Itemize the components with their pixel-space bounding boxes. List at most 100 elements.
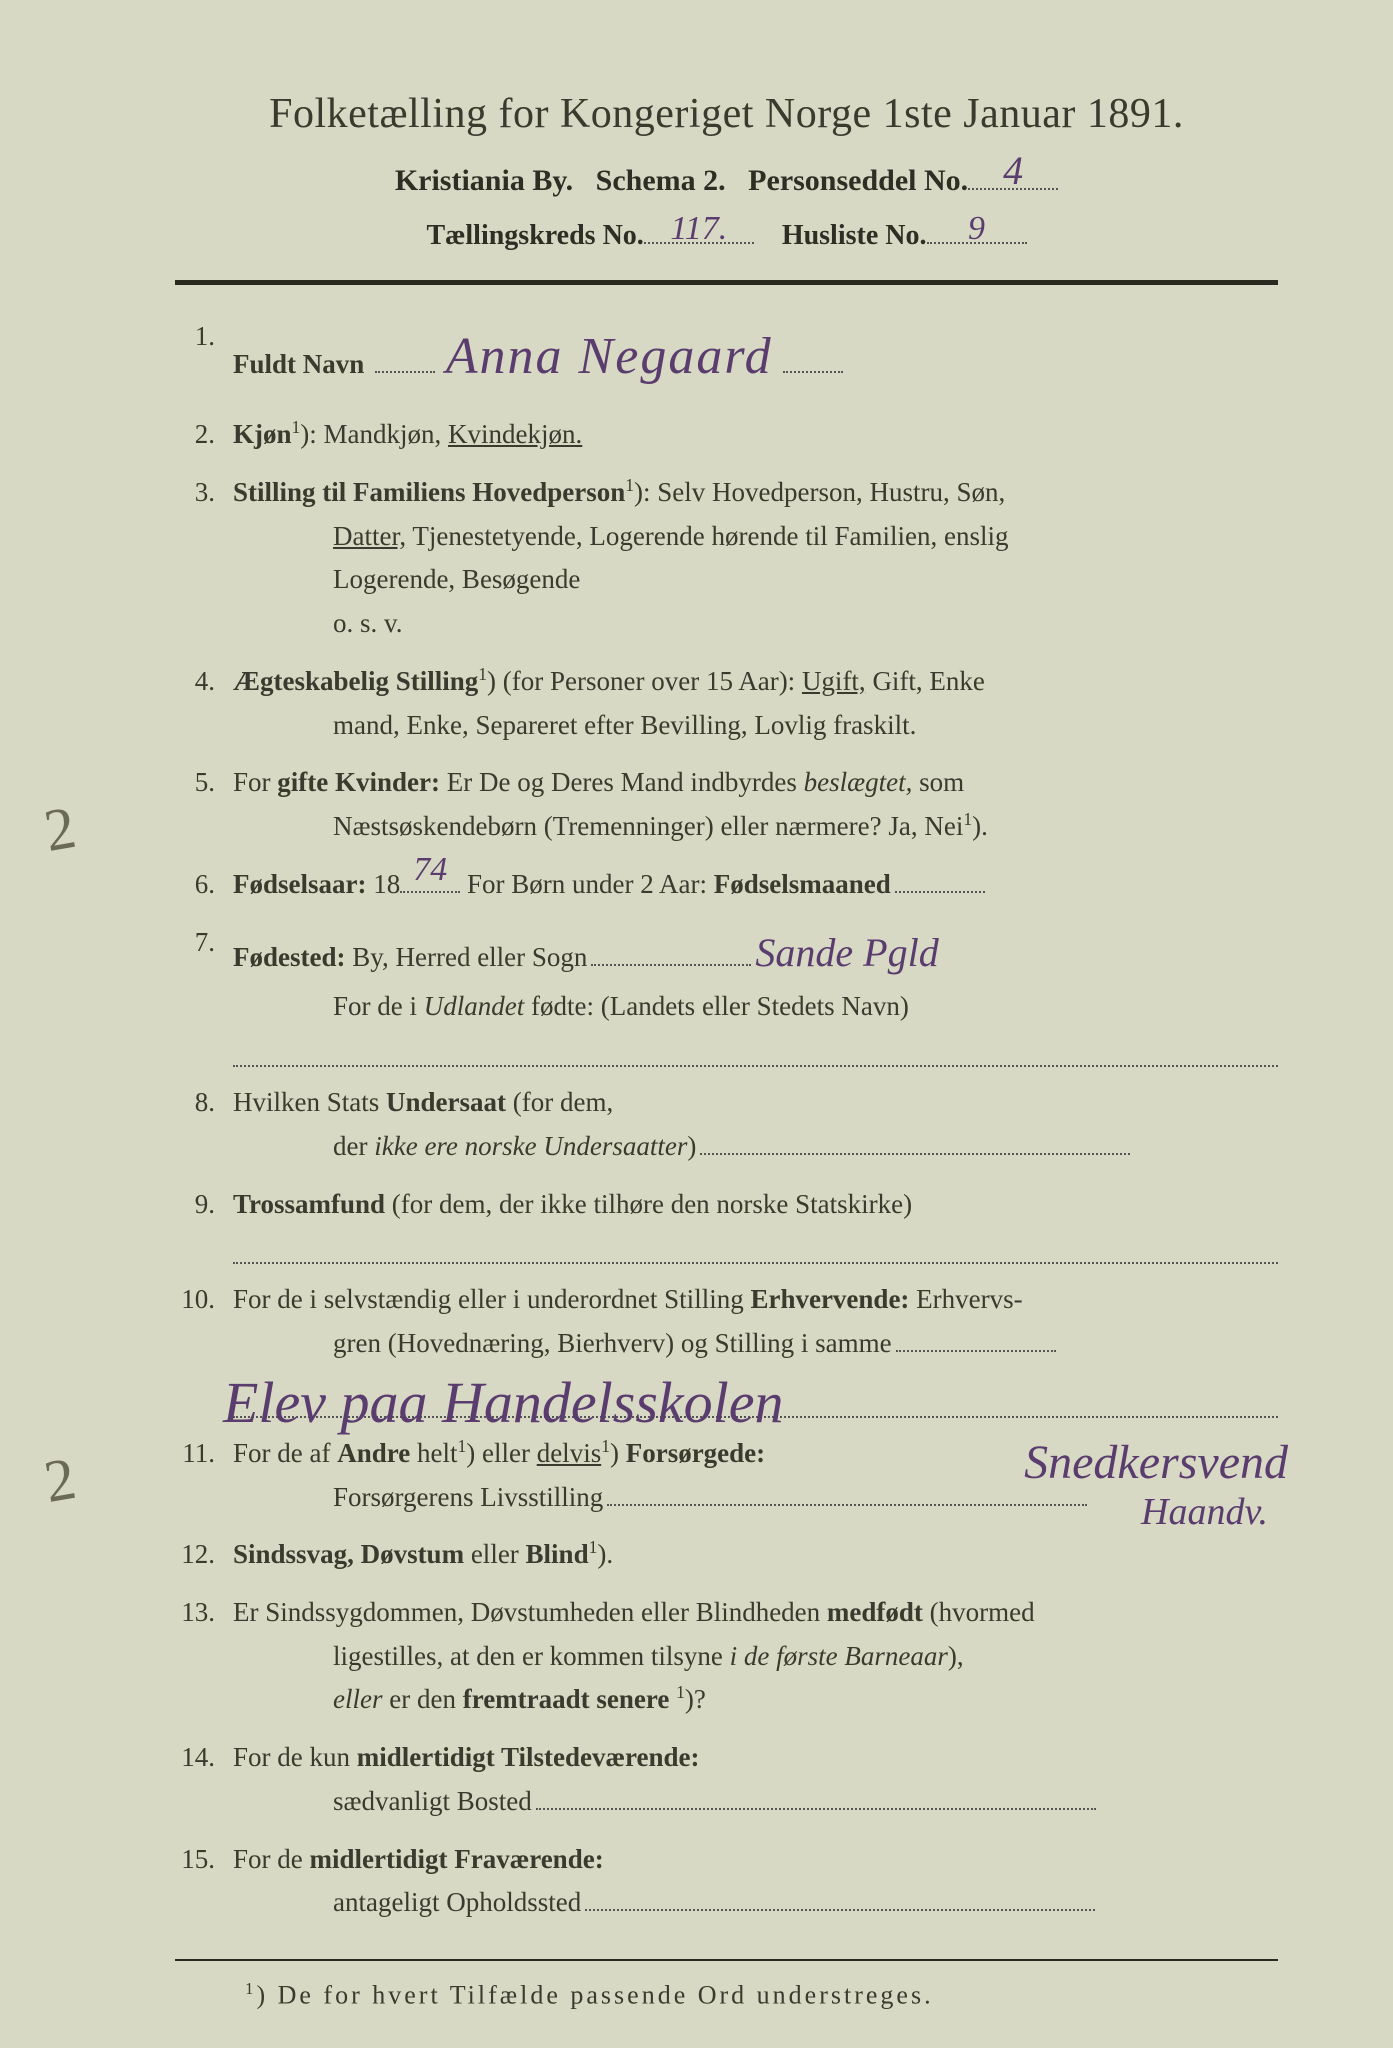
text: Tjenestetyende, Logerende hørende til Fa…	[406, 521, 1008, 551]
text: (for dem,	[506, 1087, 613, 1117]
italic-text: i de første Barneaar	[730, 1641, 948, 1671]
item-13: 13. Er Sindssygdommen, Døvstumheden elle…	[175, 1591, 1278, 1722]
dotfill	[585, 1887, 1095, 1911]
text: )	[610, 1438, 626, 1468]
text: er den	[382, 1684, 462, 1714]
line: sædvanligt Bosted	[233, 1780, 1278, 1824]
dotfill	[783, 349, 843, 373]
text: Næstsøskendebørn (Tremenninger) eller næ…	[333, 811, 963, 841]
item-6: 6. Fødselsaar: 1874 For Børn under 2 Aar…	[175, 863, 1278, 907]
field-label: Fuldt Navn	[233, 349, 364, 379]
item-num: 11.	[175, 1432, 233, 1476]
item-10: 10. For de i selvstændig eller i underor…	[175, 1278, 1278, 1417]
header-rule	[175, 280, 1278, 285]
text: For de i selvstændig eller i underordnet…	[233, 1284, 750, 1314]
footnote-text: ) De for hvert Tilfælde passende Ord und…	[256, 1981, 933, 2010]
item-12: 12. Sindssvag, Døvstum eller Blind1).	[175, 1533, 1278, 1577]
item-body: For de kun midlertidigt Tilstedeværende:…	[233, 1736, 1278, 1823]
item-15: 15. For de midlertidigt Fraværende: anta…	[175, 1838, 1278, 1925]
item-num: 12.	[175, 1533, 233, 1577]
item-body: Kjøn1): Mandkjøn, Kvindekjøn.	[233, 413, 1278, 457]
text: )	[687, 1131, 696, 1161]
item-num: 4.	[175, 660, 233, 704]
item-8: 8. Hvilken Stats Undersaat (for dem, der…	[175, 1081, 1278, 1168]
item-num: 7.	[175, 921, 233, 965]
line: For de i Udlandet fødte: (Landets eller …	[233, 985, 1278, 1029]
field-label: Ægteskabelig Stilling	[233, 666, 478, 696]
sup: 1	[601, 1436, 610, 1456]
text: der	[333, 1131, 374, 1161]
item-num: 6.	[175, 863, 233, 907]
text: )?	[685, 1684, 706, 1714]
sup: 1	[478, 664, 487, 684]
year-slot: 74	[400, 866, 460, 893]
husliste-value-slot: 9	[927, 216, 1027, 244]
item-body: Fødested: By, Herred eller SognSande Pgl…	[233, 921, 1278, 1068]
item-num: 13.	[175, 1591, 233, 1635]
sup: 1	[963, 809, 972, 829]
text: Er De og Deres Mand indbyrdes	[440, 767, 804, 797]
kreds-value: 117.	[670, 210, 727, 248]
text: (for dem, der ikke tilhøre den norske St…	[385, 1189, 912, 1219]
text: For	[233, 767, 277, 797]
text: Forsørgerens Livsstilling	[333, 1482, 603, 1512]
item-4: 4. Ægteskabelig Stilling1) (for Personer…	[175, 660, 1278, 747]
text: ).	[972, 811, 988, 841]
form-subtitle-2: Tællingskreds No.117. Husliste No.9	[175, 216, 1278, 252]
text: antageligt Opholdssted	[333, 1887, 581, 1917]
text: For de af	[233, 1438, 337, 1468]
item-num: 10.	[175, 1278, 233, 1322]
schema-label: Schema 2.	[596, 164, 726, 197]
underlined: delvis	[537, 1438, 602, 1468]
item-14: 14. For de kun midlertidigt Tilstedevære…	[175, 1736, 1278, 1823]
text: Hvilken Stats	[233, 1087, 386, 1117]
text: fødte: (Landets eller Stedets Navn)	[524, 991, 909, 1021]
text: Gift, Enke	[866, 666, 985, 696]
item-num: 9.	[175, 1183, 233, 1227]
text: eller	[464, 1539, 525, 1569]
dotfill	[536, 1786, 1096, 1810]
kreds-value-slot: 117.	[644, 216, 754, 244]
item-num: 2.	[175, 413, 233, 457]
item-body: For de midlertidigt Fraværende: antageli…	[233, 1838, 1278, 1925]
city-label: Kristiania By.	[395, 164, 573, 197]
field-label-2: Fødselsmaaned	[714, 869, 891, 899]
field-label: Trossamfund	[233, 1189, 385, 1219]
field-label: gifte Kvinder:	[277, 767, 440, 797]
field-label: Fødselsaar:	[233, 869, 366, 899]
item-1: 1. Fuldt Navn Anna Negaard	[175, 315, 1278, 399]
item-11: 2 11. For de af Andre helt1) eller delvi…	[175, 1432, 1278, 1519]
text: ): Selv Hovedperson, Hustru, Søn,	[634, 477, 1005, 507]
field-label: Undersaat	[386, 1087, 506, 1117]
field-label: Stilling til Familiens Hovedperson	[233, 477, 625, 507]
selected-option: Ugift,	[802, 666, 866, 696]
italic-text: Udlandet	[424, 991, 525, 1021]
field-label: midlertidigt Tilstedeværende:	[357, 1742, 700, 1772]
personseddel-value-slot: 4	[968, 160, 1058, 190]
line: eller er den fremtraadt senere 1)?	[233, 1678, 1278, 1722]
text: (hvormed	[923, 1597, 1035, 1627]
item-body: Hvilken Stats Undersaat (for dem, der ik…	[233, 1081, 1278, 1168]
text: For Børn under 2 Aar:	[460, 869, 713, 899]
line: antageligt Opholdssted	[233, 1881, 1278, 1925]
osv: o. s. v.	[233, 602, 1278, 646]
text: som	[912, 767, 964, 797]
field-label: Sindssvag, Døvstum	[233, 1539, 464, 1569]
text: Er Sindssygdommen, Døvstumheden eller Bl…	[233, 1597, 827, 1627]
italic-text: beslægtet,	[804, 767, 913, 797]
form-items: 1. Fuldt Navn Anna Negaard 2. Kjøn1): Ma…	[175, 315, 1278, 1925]
text: helt	[410, 1438, 457, 1468]
text: Erhvervs-	[909, 1284, 1022, 1314]
item-body: For gifte Kvinder: Er De og Deres Mand i…	[233, 761, 1278, 848]
item-num: 5.	[175, 761, 233, 805]
line: Logerende, Besøgende	[233, 558, 1278, 602]
footer-rule	[175, 1959, 1278, 1961]
item-num: 14.	[175, 1736, 233, 1780]
item-5: 2 5. For gifte Kvinder: Er De og Deres M…	[175, 761, 1278, 848]
text: ) (for Personer over 15 Aar):	[487, 666, 802, 696]
item-body: Er Sindssygdommen, Døvstumheden eller Bl…	[233, 1591, 1278, 1722]
margin-mark: 2	[37, 780, 83, 881]
husliste-value: 9	[968, 210, 985, 248]
selected-option: Kvindekjøn.	[448, 419, 582, 449]
dotfill	[896, 1328, 1056, 1352]
